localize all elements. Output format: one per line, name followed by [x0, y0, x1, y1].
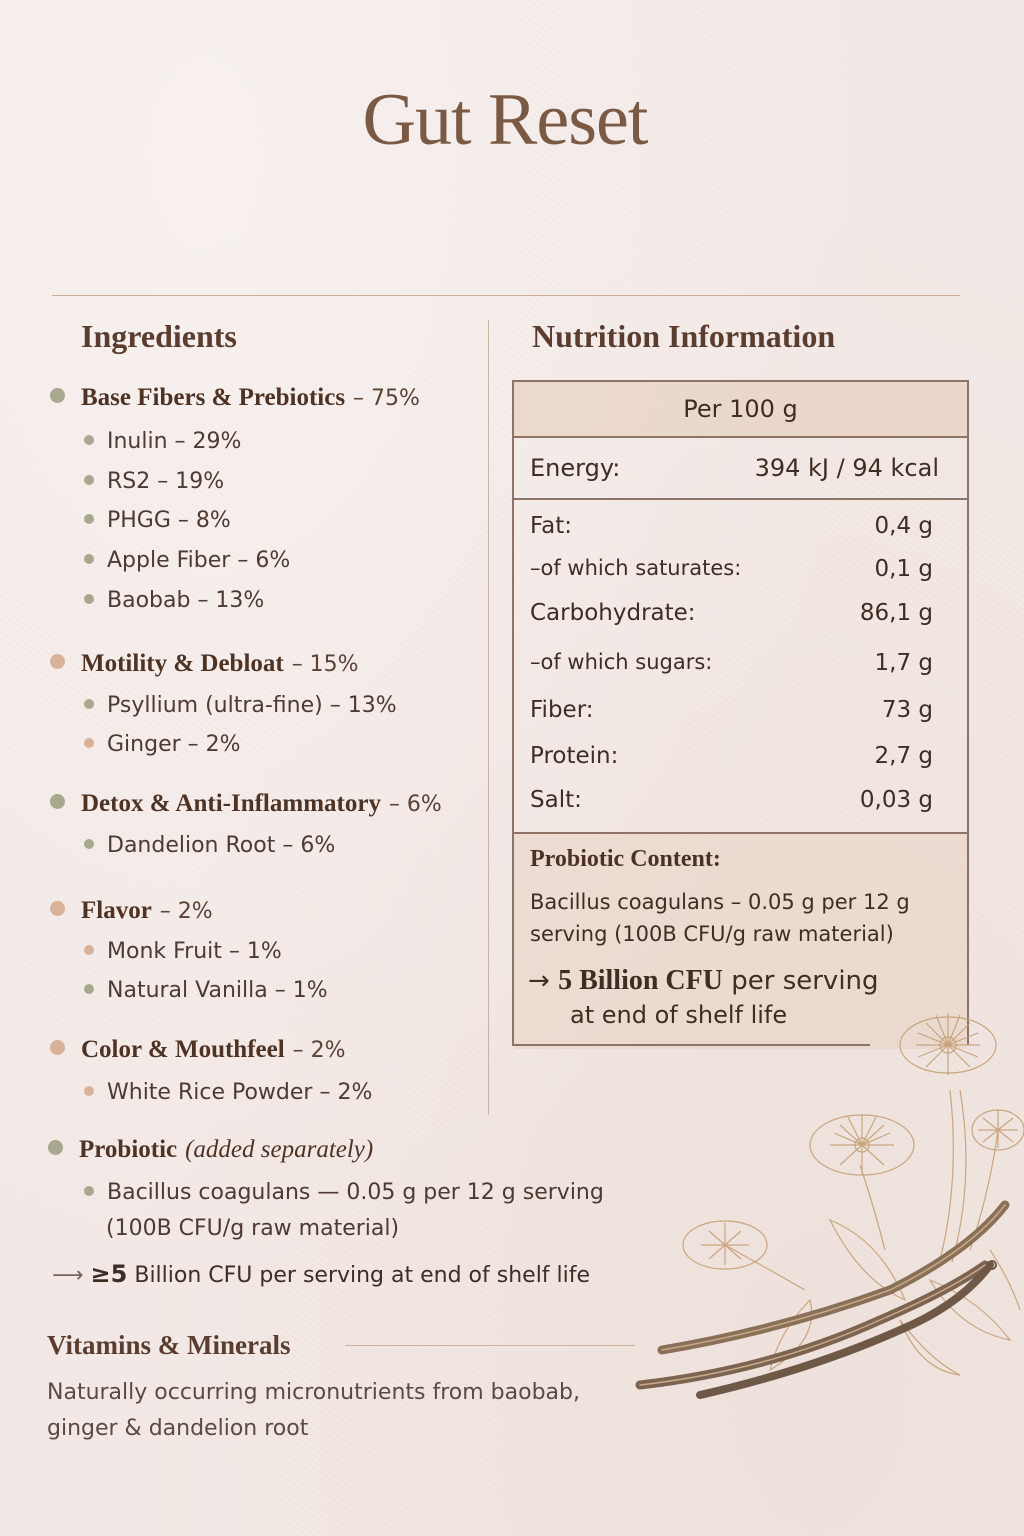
- bullet-icon: [84, 475, 94, 485]
- nutrient-row: Protein: 2,7 g: [530, 743, 933, 769]
- page-title: Gut Reset: [362, 79, 649, 161]
- per-100g-header: Per 100 g: [514, 382, 967, 438]
- vitamins-divider: [345, 1345, 635, 1346]
- vitamins-heading: Vitamins & Minerals: [47, 1330, 291, 1360]
- ingredient-item: PHGG – 8%: [84, 508, 231, 533]
- nutrient-row: Salt: 0,03 g: [530, 787, 933, 813]
- nutrient-row: –of which saturates: 0,1 g: [530, 556, 933, 582]
- bullet-icon: [84, 738, 94, 748]
- bullet-icon: [84, 554, 94, 564]
- bullet-icon: [84, 435, 94, 445]
- column-divider: [488, 320, 489, 1115]
- probiotic-content-section: Probiotic Content: Bacillus coagulans – …: [514, 832, 967, 1049]
- ingredient-item: Inulin – 29%: [84, 429, 241, 454]
- ingredient-item: Natural Vanilla – 1%: [84, 978, 328, 1003]
- dandelion-vanilla-illustration-icon: [635, 1013, 1024, 1399]
- bullet-icon: [50, 900, 65, 916]
- ingredient-item: White Rice Powder – 2%: [84, 1080, 372, 1105]
- arrow-right-icon: →: [528, 966, 550, 996]
- bullet-icon: [84, 1086, 94, 1096]
- ingredient-item: Baobab – 13%: [84, 588, 264, 613]
- ingredient-item: Monk Fruit – 1%: [84, 939, 282, 964]
- probiotic-group: Probiotic (added separately): [48, 1134, 373, 1164]
- energy-row: Energy: 394 kJ / 94 kcal: [514, 438, 967, 500]
- title-divider: [52, 295, 960, 296]
- bullet-icon: [48, 1139, 63, 1155]
- bullet-icon: [84, 945, 94, 955]
- ingredient-group: Detox & Anti-Inflammatory – 6%: [50, 788, 442, 818]
- ingredient-item: Apple Fiber – 6%: [84, 548, 290, 573]
- bullet-icon: [50, 387, 65, 403]
- probiotic-content-heading: Probiotic Content:: [530, 846, 721, 872]
- bullet-icon: [84, 699, 94, 709]
- probiotic-item: Bacillus coagulans — 0.05 g per 12 g ser…: [84, 1180, 604, 1205]
- nutrient-row: Fiber: 73 g: [530, 697, 933, 723]
- nutrient-row: Carbohydrate: 86,1 g: [530, 600, 933, 626]
- probiotic-content-body: Bacillus coagulans – 0.05 g per 12 g ser…: [530, 890, 910, 946]
- bullet-icon: [84, 1186, 94, 1196]
- nutrient-row: –of which sugars: 1,7 g: [530, 650, 933, 676]
- ingredient-item: Dandelion Root – 6%: [84, 833, 335, 858]
- bullet-icon: [84, 984, 94, 994]
- probiotic-content-claim: → 5 Billion CFU per serving at end of sh…: [528, 965, 879, 1029]
- ingredient-item: RS2 – 19%: [84, 469, 224, 494]
- bullet-icon: [84, 839, 94, 849]
- ingredient-group: Flavor – 2%: [50, 895, 213, 925]
- nutrition-heading: Nutrition Information: [532, 318, 836, 354]
- bullet-icon: [50, 1039, 65, 1055]
- bullet-icon: [84, 594, 94, 604]
- nutrition-table: Per 100 g Energy: 394 kJ / 94 kcal Fat: 0…: [512, 380, 969, 1049]
- probiotic-claim: ⟶ ≥5 Billion CFU per serving at end of s…: [52, 1260, 591, 1288]
- bullet-icon: [84, 514, 94, 524]
- ingredient-group: Motility & Debloat – 15%: [50, 648, 359, 678]
- probiotic-item-detail: (100B CFU/g raw material): [106, 1216, 400, 1241]
- vitamins-body: Naturally occurring micronutrients from …: [47, 1380, 580, 1441]
- nutrient-row: Fat: 0,4 g: [530, 513, 933, 539]
- ingredient-item: Psyllium (ultra-fine) – 13%: [84, 693, 397, 718]
- nutrition-table-bottom-border: [512, 1044, 870, 1046]
- ingredient-item: Ginger – 2%: [84, 732, 241, 757]
- bullet-icon: [50, 793, 65, 809]
- bullet-icon: [50, 653, 65, 669]
- ingredient-group: Color & Mouthfeel – 2%: [50, 1034, 346, 1064]
- ingredient-group: Base Fibers & Prebiotics – 75%: [50, 382, 420, 412]
- ingredients-heading: Ingredients: [81, 318, 237, 354]
- arrow-right-icon: ⟶: [52, 1263, 84, 1288]
